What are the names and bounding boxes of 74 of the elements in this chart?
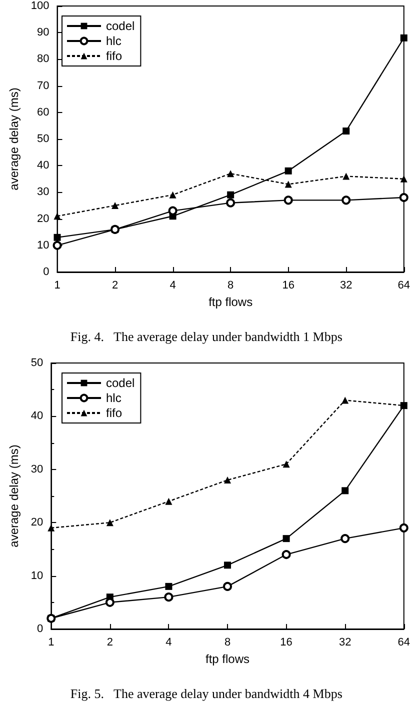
point	[342, 128, 350, 135]
point	[224, 562, 232, 569]
y-tick-label: 90	[37, 26, 50, 39]
caption: Fig. 5. The average delay under bandwidth 4 Mbps	[70, 686, 342, 701]
y-tick-label: 20	[30, 516, 44, 529]
x-tick-label: 8	[224, 636, 231, 648]
point	[164, 592, 174, 602]
caption: Fig. 4. The average delay under bandwidth 1 Mbps	[70, 329, 342, 344]
point	[282, 460, 290, 468]
legend-label: codel	[106, 376, 135, 390]
y-tick-label: 30	[37, 186, 50, 198]
point	[284, 167, 292, 174]
point	[342, 196, 351, 205]
x-axis-title: ftp flows	[206, 652, 250, 666]
point	[106, 519, 114, 526]
y-tick-label: 80	[37, 53, 50, 66]
legend-label: hlc	[106, 34, 122, 48]
y-tick-label: 0	[43, 266, 50, 278]
point	[342, 172, 350, 180]
point	[399, 193, 408, 202]
point	[54, 212, 61, 220]
x-tick-label: 2	[106, 636, 113, 648]
x-tick-label: 4	[170, 280, 176, 292]
point	[169, 191, 176, 198]
x-tick-label: 16	[282, 280, 294, 292]
point	[165, 582, 172, 590]
point	[48, 524, 55, 532]
legend-label: codel	[106, 19, 135, 33]
y-tick-label: 10	[37, 239, 50, 252]
y-tick-label: 50	[30, 357, 44, 369]
x-axis-title: ftp flows	[208, 294, 253, 309]
y-tick-label: 20	[37, 212, 50, 225]
point	[284, 180, 292, 188]
x-tick-label: 64	[398, 636, 410, 648]
y-axis-title: average delay (ms)	[7, 88, 21, 190]
x-tick-label: 64	[398, 280, 410, 292]
point	[224, 476, 232, 484]
y-tick-label: 70	[37, 80, 50, 92]
point	[223, 582, 232, 591]
x-tick-label: 32	[340, 280, 352, 292]
y-tick-label: 30	[30, 463, 44, 476]
point	[226, 198, 236, 208]
legend-label: hlc	[106, 391, 122, 405]
point	[400, 34, 408, 42]
point	[284, 196, 293, 205]
x-tick-label: 1	[54, 280, 60, 292]
point	[54, 234, 61, 241]
y-tick-label: 10	[30, 570, 44, 582]
point	[400, 175, 408, 182]
x-tick-label: 1	[48, 636, 54, 648]
point	[227, 170, 234, 178]
point	[227, 191, 234, 198]
y-tick-label: 40	[37, 160, 50, 172]
point	[399, 523, 408, 532]
y-tick-label: 60	[37, 106, 50, 118]
point	[342, 487, 349, 494]
point	[112, 202, 119, 209]
x-tick-label: 2	[112, 280, 118, 292]
y-axis-title: average delay (ms)	[7, 444, 21, 548]
point	[340, 534, 350, 544]
point	[342, 396, 349, 404]
y-tick-label: 40	[30, 410, 44, 422]
x-tick-label: 32	[338, 636, 352, 648]
legend-label: fifo	[106, 406, 122, 420]
y-tick-label: 100	[30, 0, 50, 12]
point	[282, 550, 291, 560]
x-tick-label: 4	[166, 636, 172, 648]
x-tick-label: 8	[228, 280, 234, 292]
y-tick-label: 50	[37, 133, 50, 145]
x-tick-label: 16	[280, 636, 292, 648]
point	[282, 535, 290, 542]
legend-label: fifo	[106, 49, 122, 63]
y-tick-label: 0	[37, 623, 44, 635]
point	[165, 498, 172, 505]
